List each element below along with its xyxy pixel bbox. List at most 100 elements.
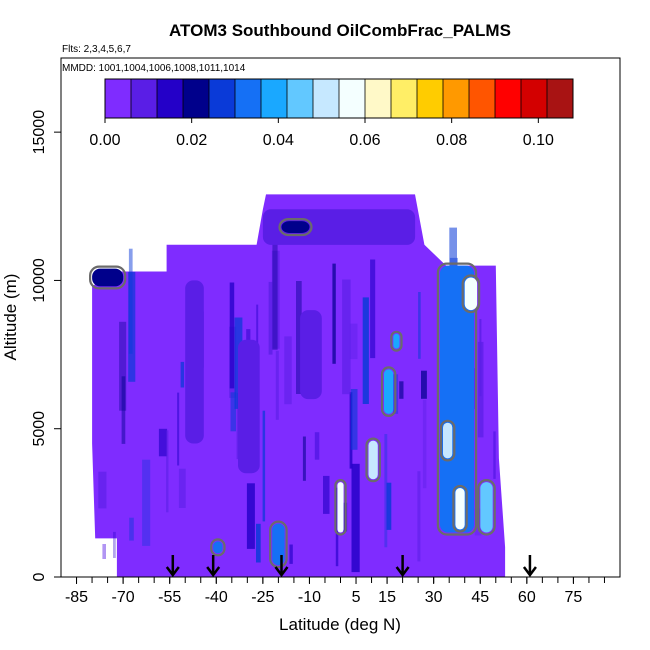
heatmap-cell-fill bbox=[439, 265, 475, 533]
heatmap-cell-fill bbox=[393, 333, 400, 349]
heatmap-cell bbox=[88, 265, 127, 290]
chart-title: ATOM3 Southbound OilCombFrac_PALMS bbox=[169, 21, 511, 40]
heatmap-streak bbox=[129, 517, 134, 541]
x-axis: -85 -70 -55 -40 -25 -10 5 15 30 45 60 75 bbox=[65, 577, 605, 606]
heatmap-streak bbox=[342, 279, 351, 395]
flight-marker-arrow bbox=[395, 555, 410, 578]
heatmap-cell bbox=[380, 366, 397, 417]
heatmap-cell bbox=[185, 280, 204, 444]
heatmap-streak bbox=[351, 463, 360, 573]
colorbar-swatch bbox=[261, 79, 288, 118]
heatmap-streak bbox=[418, 292, 421, 359]
x-tick-label: -25 bbox=[251, 589, 274, 606]
contour-line bbox=[461, 274, 481, 314]
flight-markers bbox=[165, 555, 537, 578]
x-tick-label: -85 bbox=[65, 589, 88, 606]
x-tick-label: 30 bbox=[425, 589, 443, 606]
heatmap-streak bbox=[289, 544, 293, 564]
heatmap-streak bbox=[102, 544, 106, 559]
heatmap-streak bbox=[296, 281, 302, 394]
heatmap-streak bbox=[142, 459, 151, 546]
y-tick-label: 10000 bbox=[31, 258, 48, 303]
heatmap-cell bbox=[300, 310, 322, 400]
heatmap-cell-fill bbox=[480, 482, 493, 533]
heatmap-streak bbox=[302, 436, 306, 481]
heatmap-streak bbox=[230, 392, 236, 432]
heatmap-streak bbox=[350, 389, 358, 450]
heatmap-streak bbox=[128, 271, 136, 382]
dates-label: MMDD: 1001,1004,1006,1008,1011,1014 bbox=[62, 63, 246, 74]
colorbar-tick-label: 0.00 bbox=[89, 132, 120, 149]
flights-label: Flts: 2,3,4,5,6,7 bbox=[62, 44, 131, 55]
contour-line bbox=[210, 538, 226, 557]
colorbar-swatch bbox=[547, 79, 574, 118]
heatmap-cell-fill bbox=[185, 280, 204, 444]
heatmap-cell-fill bbox=[384, 369, 394, 414]
heatmap-cell-fill bbox=[281, 221, 310, 233]
x-tick-label: -40 bbox=[205, 589, 228, 606]
x-tick-label: -10 bbox=[298, 589, 321, 606]
heatmap-streak bbox=[421, 370, 427, 399]
x-tick-label: -70 bbox=[112, 589, 135, 606]
colorbar-swatch bbox=[287, 79, 314, 118]
heatmap-cell bbox=[436, 262, 478, 536]
flight-marker-arrow bbox=[206, 555, 221, 578]
heatmap-streak bbox=[399, 381, 404, 399]
colorbar-tick-label: 0.02 bbox=[176, 132, 207, 149]
colorbar-frame bbox=[104, 78, 574, 119]
heatmap-cell bbox=[334, 479, 347, 536]
heatmap-streak bbox=[493, 431, 496, 479]
heatmap-streak bbox=[477, 341, 484, 438]
colorbar-swatch bbox=[469, 79, 496, 118]
contour-line bbox=[334, 479, 347, 536]
x-axis-label: Latitude (deg N) bbox=[279, 615, 401, 634]
heatmap-cell-fill bbox=[455, 488, 465, 530]
y-tick-label: 0 bbox=[31, 572, 48, 581]
y-tick-label: 15000 bbox=[31, 110, 48, 155]
heatmap-streak bbox=[271, 250, 280, 349]
contour-line bbox=[477, 479, 496, 536]
x-tick-label: -55 bbox=[158, 589, 181, 606]
colorbar-tick-label: 0.10 bbox=[523, 132, 554, 149]
heatmap-streak bbox=[229, 282, 235, 389]
heatmap-cell bbox=[210, 538, 226, 557]
heatmap-streak bbox=[332, 263, 336, 364]
colorbar-swatch bbox=[495, 79, 522, 118]
colorbar-tick-label: 0.06 bbox=[349, 132, 380, 149]
heatmap-streak bbox=[180, 361, 185, 388]
colorbar-swatch bbox=[365, 79, 392, 118]
plot-area bbox=[88, 194, 506, 577]
heatmap-streak bbox=[166, 430, 169, 513]
contour-line bbox=[436, 262, 478, 536]
heatmap-cell bbox=[461, 274, 481, 314]
heatmap-streak bbox=[119, 321, 127, 411]
colorbar-swatch bbox=[209, 79, 236, 118]
x-tick-label: 60 bbox=[518, 589, 536, 606]
colorbar-tick-label: 0.08 bbox=[436, 132, 467, 149]
heatmap-streak bbox=[177, 392, 180, 466]
heatmap-streak bbox=[256, 523, 261, 563]
colorbar-swatch bbox=[131, 79, 158, 118]
heatmap-streak bbox=[284, 336, 292, 405]
heatmap-cell-fill bbox=[337, 482, 344, 533]
heatmap-streak bbox=[314, 432, 320, 460]
heatmap-cell-fill bbox=[272, 523, 285, 566]
heatmap-cell bbox=[365, 437, 381, 483]
flight-marker-arrow bbox=[522, 555, 537, 578]
x-tick-label: 75 bbox=[565, 589, 583, 606]
heatmap-cell-fill bbox=[443, 422, 453, 459]
contour-line bbox=[88, 265, 127, 290]
heatmap-streak bbox=[386, 482, 392, 530]
heatmap-streak bbox=[275, 350, 279, 420]
heatmap-streak bbox=[98, 471, 107, 509]
contour-line bbox=[390, 330, 403, 352]
contour-line bbox=[452, 484, 468, 533]
heatmap-streak bbox=[370, 259, 376, 359]
contour-line bbox=[365, 437, 381, 483]
x-tick-label: 45 bbox=[471, 589, 489, 606]
colorbar-swatch bbox=[417, 79, 444, 118]
heatmap-cell-fill bbox=[213, 541, 223, 554]
colorbar-swatch bbox=[443, 79, 470, 118]
colorbar: 0.00 0.02 0.04 0.06 0.08 0.10 bbox=[89, 78, 574, 149]
